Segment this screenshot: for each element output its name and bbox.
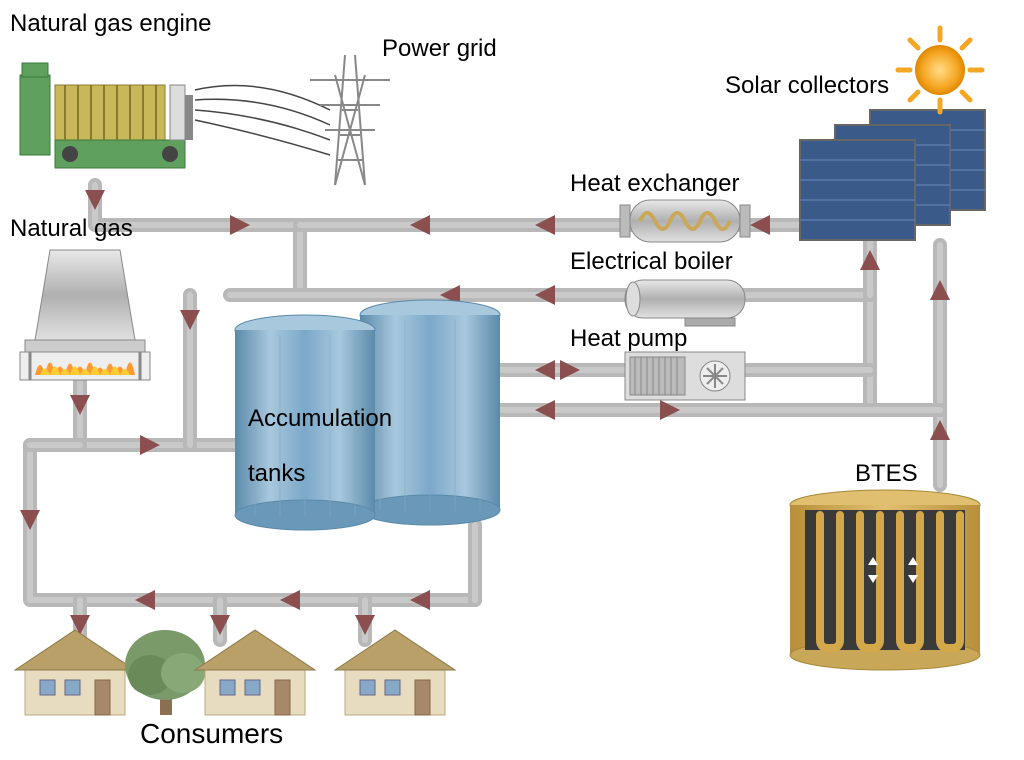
solar-collectors-icon	[800, 110, 985, 240]
energy-system-diagram	[0, 0, 1024, 760]
label-power-grid: Power grid	[382, 35, 497, 63]
label-heat-pump: Heat pump	[570, 325, 687, 353]
power-grid-tower-icon	[310, 55, 390, 185]
btes-icon	[790, 490, 980, 670]
heat-exeat-exchanger-icon	[620, 200, 750, 242]
sun-icon	[898, 28, 982, 112]
label-tanks-2: tanks	[248, 460, 305, 488]
label-btes: BTES	[855, 460, 918, 488]
label-natural-gas: Natural gas	[10, 215, 133, 243]
natural-gas-burner-icon	[20, 250, 150, 380]
label-tanks-1: Accumulation	[248, 405, 392, 433]
electrical-boiler-icon	[625, 280, 745, 326]
heat-pump-icon	[625, 352, 745, 400]
consumers-houses-icon	[15, 630, 455, 715]
label-heat-exchanger: Heat exchanger	[570, 170, 739, 198]
natural-gas-engine-icon	[20, 63, 330, 168]
label-engine: Natural gas engine	[10, 10, 211, 38]
label-electrical-boiler: Electrical boiler	[570, 248, 733, 276]
label-solar: Solar collectors	[725, 72, 889, 100]
label-consumers: Consumers	[140, 718, 283, 750]
